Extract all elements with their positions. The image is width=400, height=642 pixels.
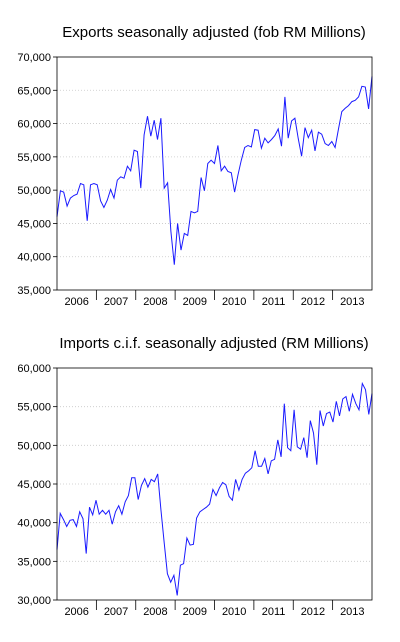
exports-chart-title: Exports seasonally adjusted (fob RM Mill… bbox=[62, 24, 365, 41]
exports-x-tick-label: 2011 bbox=[262, 296, 286, 308]
exports-gridlines bbox=[57, 89, 372, 258]
exports-x-tick-label: 2007 bbox=[104, 296, 128, 308]
exports-y-tick-label: 65,000 bbox=[17, 85, 51, 97]
imports-x-tick-label: 2008 bbox=[143, 606, 167, 618]
imports-y-tick-labels: 30,000 35,000 40,000 45,000 50,000 55,000 60,0… bbox=[17, 363, 57, 607]
imports-x-tick-label: 2012 bbox=[301, 606, 325, 618]
imports-series-line bbox=[56, 381, 373, 596]
imports-x-tick-label: 2007 bbox=[104, 606, 128, 618]
exports-x-tick-label: 2010 bbox=[222, 296, 246, 308]
exports-y-tick-label: 55,000 bbox=[17, 152, 51, 164]
exports-y-tick-label: 40,000 bbox=[17, 252, 51, 264]
exports-x-tick-label: 2009 bbox=[183, 296, 207, 308]
imports-y-tick-label: 55,000 bbox=[17, 402, 51, 414]
exports-plot-frame bbox=[56, 56, 373, 291]
imports-y-tick-label: 40,000 bbox=[17, 518, 51, 530]
exports-x-tick-label: 2006 bbox=[64, 296, 88, 308]
exports-y-tick-label: 50,000 bbox=[17, 185, 51, 197]
exports-x-tick-labels: 2006 2007 2008 2009 2010 2011 2012 2013 bbox=[64, 290, 365, 308]
imports-y-tick-label: 35,000 bbox=[17, 556, 51, 568]
exports-x-tick-label: 2008 bbox=[143, 296, 167, 308]
imports-plot-frame bbox=[56, 367, 373, 601]
exports-y-tick-label: 35,000 bbox=[17, 285, 51, 297]
imports-y-tick-label: 60,000 bbox=[17, 363, 51, 375]
exports-x-tick-label: 2012 bbox=[301, 296, 325, 308]
exports-series-line bbox=[56, 76, 373, 265]
imports-x-tick-label: 2010 bbox=[222, 606, 246, 618]
imports-chart-title: Imports c.i.f. seasonally adjusted (RM M… bbox=[59, 335, 368, 352]
imports-chart: Imports c.i.f. seasonally adjusted (RM M… bbox=[17, 335, 373, 618]
exports-chart: Exports seasonally adjusted (fob RM Mill… bbox=[17, 24, 373, 308]
exports-x-tick-label: 2013 bbox=[340, 296, 364, 308]
imports-x-tick-label: 2009 bbox=[183, 606, 207, 618]
imports-x-tick-label: 2013 bbox=[340, 606, 364, 618]
imports-x-tick-labels: 2006 2007 2008 2009 2010 2011 2012 2013 bbox=[64, 600, 365, 618]
imports-y-tick-label: 30,000 bbox=[17, 595, 51, 607]
imports-y-tick-label: 45,000 bbox=[17, 479, 51, 491]
exports-y-tick-label: 45,000 bbox=[17, 218, 51, 230]
imports-y-tick-label: 50,000 bbox=[17, 440, 51, 452]
exports-y-tick-labels: 35,000 40,000 45,000 50,000 55,000 60,000 65,0… bbox=[17, 52, 57, 297]
imports-x-tick-label: 2006 bbox=[64, 606, 88, 618]
exports-y-tick-label: 70,000 bbox=[17, 52, 51, 64]
imports-x-tick-label: 2011 bbox=[262, 606, 286, 618]
imports-gridlines bbox=[57, 406, 372, 562]
exports-y-tick-label: 60,000 bbox=[17, 119, 51, 131]
